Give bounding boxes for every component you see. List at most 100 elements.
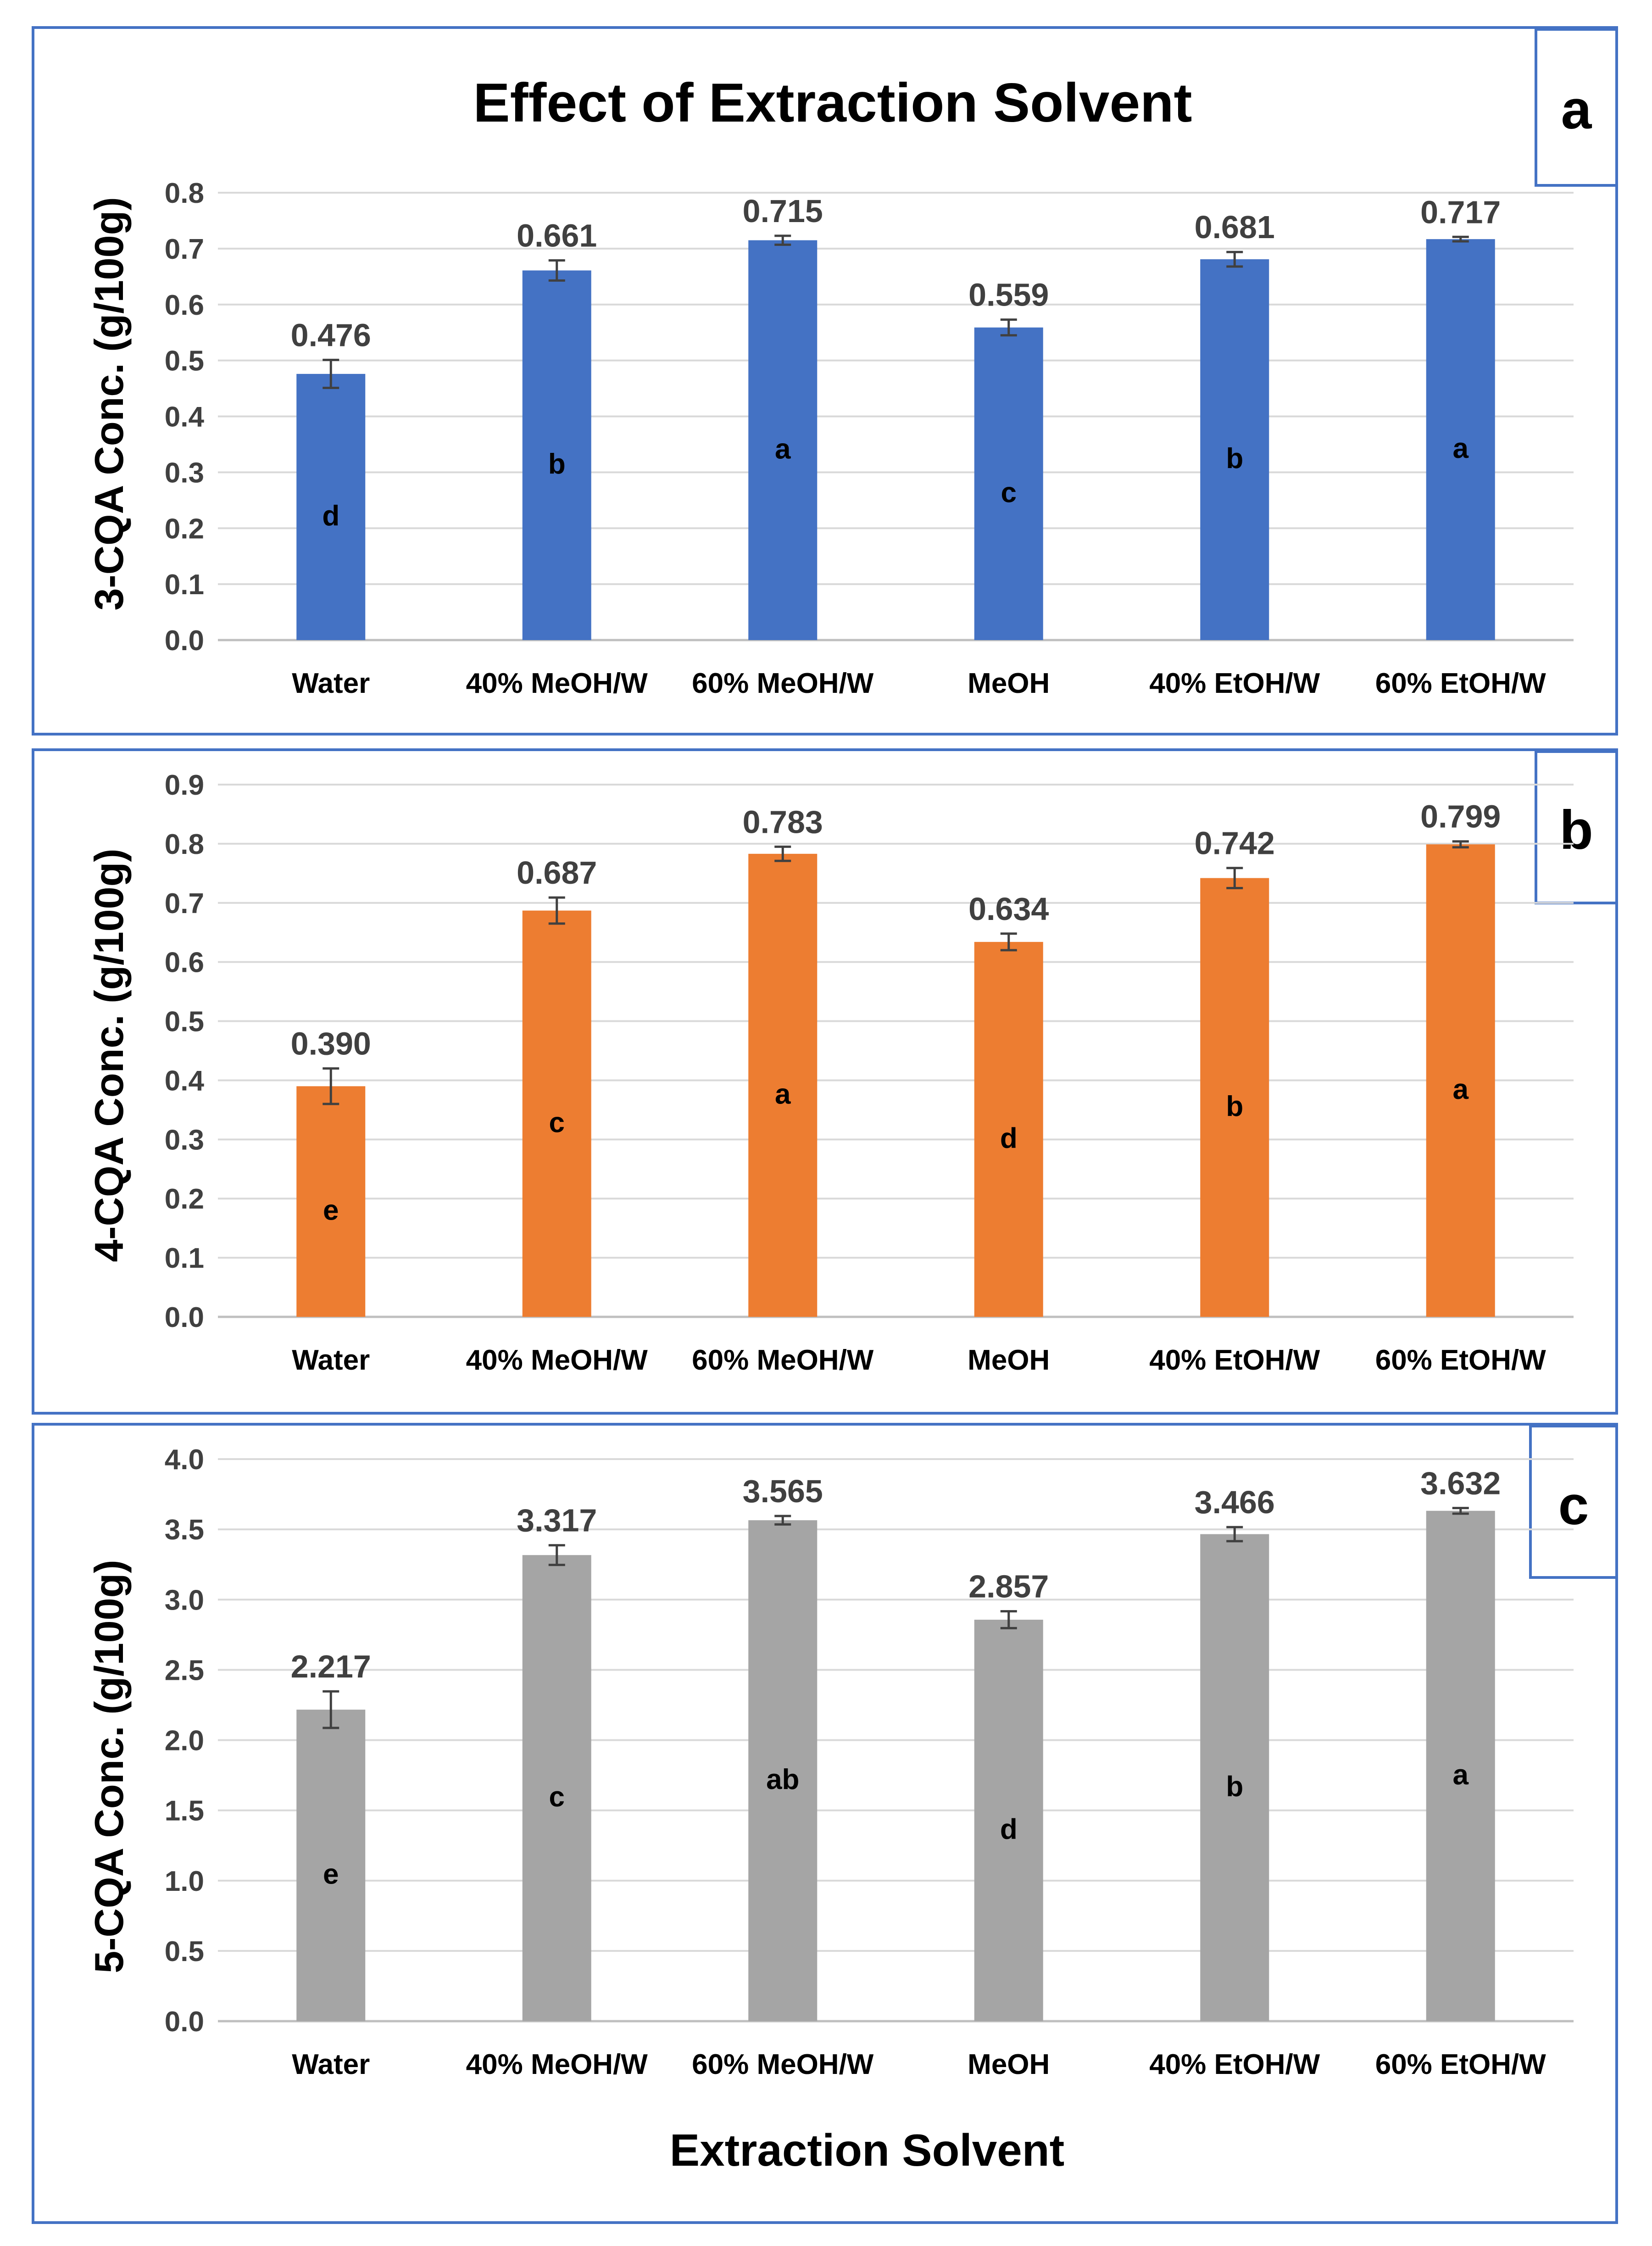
panel-a-frame xyxy=(32,26,1618,736)
panel-a-significance-letter: a xyxy=(1453,433,1469,464)
panel-a-category-label: Water xyxy=(292,668,370,699)
panel-c-category-label: 60% EtOH/W xyxy=(1375,2049,1546,2080)
panel-b-significance-letter: e xyxy=(323,1195,339,1226)
panel-b-category-label: 40% EtOH/W xyxy=(1149,1344,1320,1376)
panel-a-bar xyxy=(296,373,366,640)
panel-c-y-tick-label: 3.0 xyxy=(165,1584,204,1616)
panel-b-significance-letter: b xyxy=(1226,1091,1243,1122)
panel-c-y-tick-label: 0.5 xyxy=(165,1936,204,1967)
panel-c-category-label: 40% EtOH/W xyxy=(1149,2049,1320,2080)
panel-b-significance-letter: a xyxy=(1453,1074,1469,1105)
panel-c-data-label: 3.565 xyxy=(743,1473,823,1509)
panel-a-letter: a xyxy=(1561,79,1592,140)
panel-a-data-label: 0.717 xyxy=(1420,194,1501,230)
panel-b-data-label: 0.742 xyxy=(1195,825,1275,861)
panel-a-significance-letter: a xyxy=(775,433,791,465)
panel-a-y-tick-label: 0.1 xyxy=(165,569,204,601)
panel-a-category-label: 60% MeOH/W xyxy=(692,668,874,699)
panel-b-frame xyxy=(32,748,1618,1415)
panel-a-category-label: 40% EtOH/W xyxy=(1149,668,1320,699)
panel-c-y-tick-label: 1.0 xyxy=(165,1866,204,1897)
panel-a-significance-letter: d xyxy=(322,500,339,532)
panel-b-bar xyxy=(522,910,591,1317)
panel-b-y-tick-label: 0.4 xyxy=(165,1065,205,1097)
panel-a-y-tick-label: 0.7 xyxy=(165,234,204,265)
panel-b-plot: 0.0 0.1 0.2 0.3 0.4 0.5 0.6 0.7 0.8 0.9 0.390 e Wate… xyxy=(165,769,1574,1376)
panel-b-category-label: 60% MeOH/W xyxy=(692,1344,874,1376)
panel-a-data-label: 0.715 xyxy=(743,193,823,229)
panel-a-data-label: 0.681 xyxy=(1195,209,1275,245)
panel-a-data-label: 0.661 xyxy=(517,217,597,253)
panel-c-data-label: 3.466 xyxy=(1195,1484,1275,1520)
panel-c-significance-letter: ab xyxy=(766,1764,799,1795)
panel-b-letter-box xyxy=(1535,750,1618,904)
panel-c-bar xyxy=(748,1520,818,2021)
panel-a-bar xyxy=(974,327,1043,640)
panel-b-y-tick-label: 0.2 xyxy=(165,1183,204,1215)
panel-b-y-tick-label: 0.3 xyxy=(165,1124,204,1156)
panel-b-data-label: 0.634 xyxy=(968,891,1049,927)
panel-a-significance-letter: c xyxy=(1001,477,1017,508)
panel-c-data-label: 3.632 xyxy=(1420,1466,1501,1501)
panel-c-bar xyxy=(1426,1510,1495,2021)
panel-a-bar xyxy=(748,240,818,640)
panel-b-data-label: 0.687 xyxy=(517,855,597,891)
panel-c-data-label: 3.317 xyxy=(517,1503,597,1538)
panel-a-y-tick-label: 0.6 xyxy=(165,290,204,321)
panel-a-significance-letter: b xyxy=(1226,443,1243,474)
panel-c-plot: 0.0 0.5 1.0 1.5 2.0 2.5 3.0 3.5 4.0 2.217 e Water 3.… xyxy=(165,1444,1574,2080)
panel-a-category-label: MeOH xyxy=(968,668,1050,699)
panel-a-category-label: 60% EtOH/W xyxy=(1375,668,1546,699)
panel-b-y-tick-label: 0.8 xyxy=(165,829,204,860)
panel-c-data-label: 2.217 xyxy=(291,1649,371,1684)
panel-c-y-tick-label: 4.0 xyxy=(165,1444,204,1476)
panel-b-category-label: MeOH xyxy=(968,1344,1050,1376)
panel-c-letter: c xyxy=(1558,1475,1589,1536)
panel-a-letter-box xyxy=(1535,28,1618,187)
panel-a-ylabel: 3-CQA Conc. (g/100g) xyxy=(86,197,132,610)
figure-title: Effect of Extraction Solvent xyxy=(473,72,1192,134)
panel-a-y-tick-label: 0.4 xyxy=(165,401,205,433)
panel-c-category-label: Water xyxy=(292,2049,370,2080)
panel-b-y-tick-label: 0.9 xyxy=(165,769,204,801)
panel-a-y-tick-label: 0.5 xyxy=(165,346,204,377)
panel-b-data-label: 0.783 xyxy=(743,804,823,840)
panel-b-significance-letter: c xyxy=(549,1107,565,1138)
panel-b-y-tick-label: 0.0 xyxy=(165,1302,204,1333)
panel-b-y-tick-label: 0.5 xyxy=(165,1006,204,1038)
panel-b-bar xyxy=(296,1086,366,1317)
panel-b-y-tick-label: 0.7 xyxy=(165,888,204,920)
panel-c-category-label: 60% MeOH/W xyxy=(692,2049,874,2080)
panel-b-category-label: 40% MeOH/W xyxy=(466,1344,648,1376)
panel-a-y-tick-label: 0.3 xyxy=(165,457,204,489)
panel-a-plot: 0.0 0.1 0.2 0.3 0.4 0.5 0.6 0.7 0.8 0.476 d Water 0.… xyxy=(165,178,1574,699)
panel-c-bar xyxy=(974,1620,1043,2021)
panel-a-bar xyxy=(1426,239,1495,640)
panel-b-ylabel: 4-CQA Conc. (g/100g) xyxy=(86,848,132,1262)
panel-c-y-tick-label: 1.5 xyxy=(165,1795,204,1827)
panel-a-significance-letter: b xyxy=(548,448,566,480)
x-axis-title: Extraction Solvent xyxy=(670,2125,1064,2175)
panel-c-y-tick-label: 2.0 xyxy=(165,1725,204,1757)
panel-c-significance-letter: d xyxy=(1000,1814,1018,1845)
panel-a-bar xyxy=(522,270,591,640)
panel-c-significance-letter: c xyxy=(549,1781,565,1813)
panel-b-data-label: 0.390 xyxy=(291,1026,371,1062)
panel-c-bar xyxy=(522,1555,591,2021)
panel-b-data-label: 0.799 xyxy=(1420,799,1501,835)
panel-c-letter-box xyxy=(1529,1425,1618,1579)
panel-b-letter: b xyxy=(1559,799,1593,861)
panel-c-bar xyxy=(1200,1534,1269,2021)
panel-c-significance-letter: a xyxy=(1453,1759,1469,1791)
panel-c-frame xyxy=(32,1423,1618,2224)
panel-a-data-label: 0.476 xyxy=(291,317,371,353)
panel-b-bar xyxy=(974,942,1043,1317)
panel-b-bar xyxy=(1200,878,1269,1317)
panel-c-category-label: MeOH xyxy=(968,2049,1050,2080)
panel-c-bar xyxy=(296,1710,366,2021)
panel-b-category-label: 60% EtOH/W xyxy=(1375,1344,1546,1376)
panel-b-significance-letter: d xyxy=(1000,1122,1018,1154)
panel-a-y-tick-label: 0.8 xyxy=(165,178,204,209)
panel-c-data-label: 2.857 xyxy=(968,1569,1049,1605)
